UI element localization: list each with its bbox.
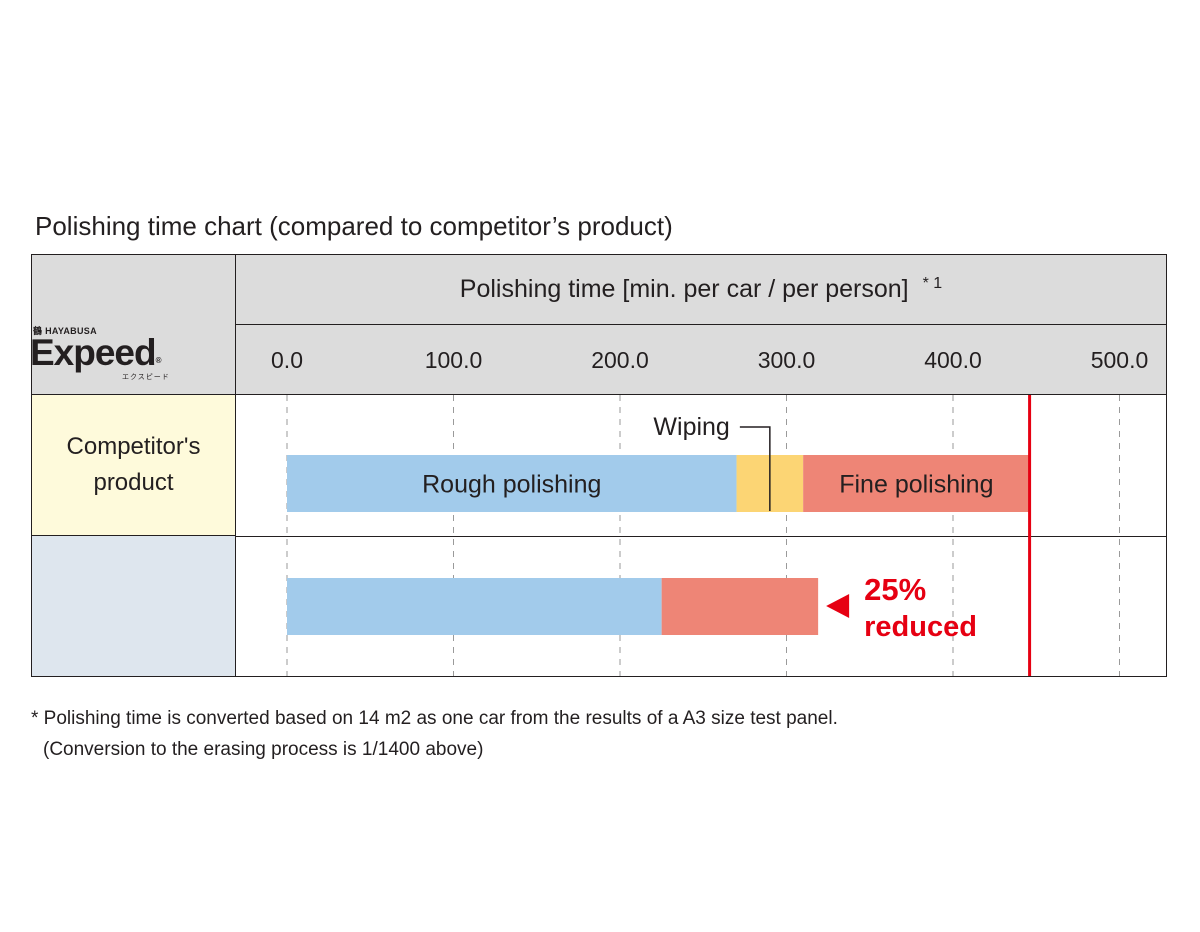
axis-title: Polishing time [min. per car / per perso… [236, 255, 1166, 325]
brand-top-line: 鶴 HAYABUSA [33, 324, 97, 337]
tick-label: 500.0 [1090, 347, 1149, 373]
bar-segment [661, 578, 819, 635]
brand-name: Expeed [30, 332, 157, 373]
wiping-leader-line [739, 426, 771, 511]
tick-label: 200.0 [591, 347, 649, 373]
row-label-expeed [32, 536, 236, 676]
tick-row: 0.0 100.0 200.0 300.0 400.0 500.0 [236, 325, 1166, 395]
plot-area: Rough polishing Fine polishing Wiping 25% re… [286, 395, 1120, 676]
chart-table: Polishing time [min. per car / per perso… [31, 254, 1167, 677]
axis-title-text: Polishing time [min. per car / per perso… [459, 275, 909, 303]
segment-label: Rough polishing [422, 471, 601, 499]
brand-wordmark: Expeed® [30, 332, 162, 374]
brand-kanji: 鶴 [33, 326, 43, 336]
tick-label: 100.0 [424, 347, 483, 373]
row-label-line2: product [93, 469, 174, 496]
segment-label: Fine polishing [839, 471, 993, 499]
tick-label: 400.0 [924, 347, 982, 373]
row-label-line1: Competitor's [66, 433, 201, 460]
footnote-line2: (Conversion to the erasing process is 1/… [43, 739, 484, 760]
bar-segment [803, 455, 1030, 512]
footnote-mark: * 1 [922, 274, 943, 292]
wiping-label: Wiping [653, 413, 729, 441]
row-label-competitor: Competitor's product [32, 395, 236, 536]
tick-label: 300.0 [757, 347, 816, 373]
reduction-arrow [826, 594, 850, 618]
header-corner [32, 255, 236, 395]
brand-kana: エクスピード [122, 374, 170, 381]
brand-reg: ® [155, 356, 162, 365]
reduction-percent: 25% [864, 572, 926, 607]
footnote-line1: * Polishing time is converted based on 1… [31, 708, 838, 729]
expeed-logo: 鶴 HAYABUSA Expeed® エクスピード [30, 318, 180, 382]
bar-segment [287, 578, 662, 635]
tick-label: 0.0 [271, 347, 303, 373]
bar-segment [287, 455, 737, 512]
row-divider [236, 536, 1166, 537]
brand-top: HAYABUSA [45, 326, 97, 336]
footnote: * Polishing time is converted based on 1… [31, 703, 838, 765]
chart-title: Polishing time chart (compared to compet… [35, 211, 673, 241]
reduction-text: reduced [864, 611, 977, 643]
